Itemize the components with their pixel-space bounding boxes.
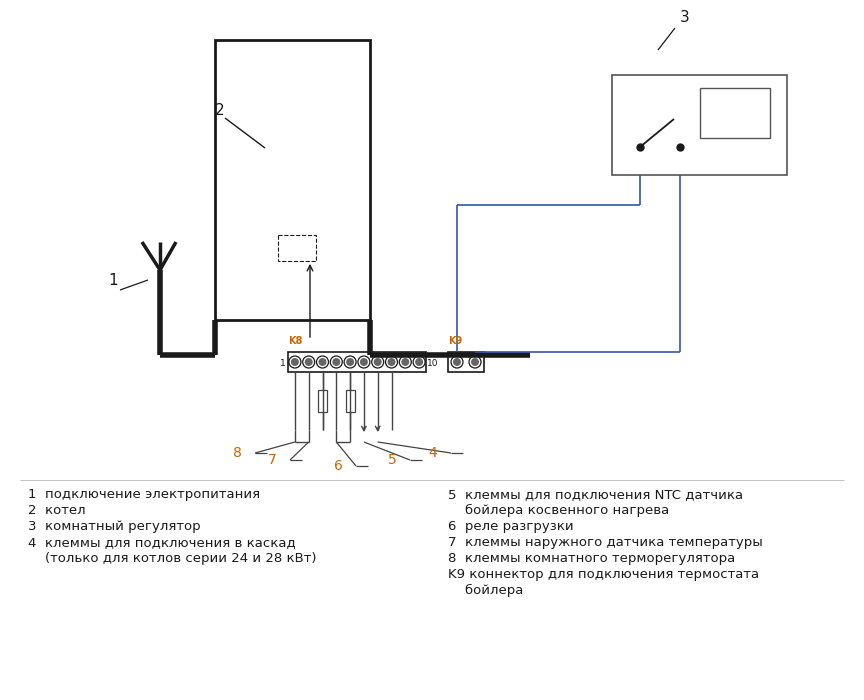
Text: бойлера косвенного нагрева: бойлера косвенного нагрева <box>448 504 670 517</box>
Text: 1  подключение электропитания: 1 подключение электропитания <box>28 488 260 501</box>
Text: 5  клеммы для подключения NTC датчика: 5 клеммы для подключения NTC датчика <box>448 488 743 501</box>
Circle shape <box>305 358 313 366</box>
Circle shape <box>453 358 461 366</box>
Text: 4: 4 <box>429 446 437 460</box>
Text: 10: 10 <box>427 359 439 368</box>
Text: 1: 1 <box>280 359 286 368</box>
Bar <box>288 352 426 372</box>
Circle shape <box>333 358 340 366</box>
Text: K9 коннектор для подключения термостата: K9 коннектор для подключения термостата <box>448 568 759 581</box>
Text: 7: 7 <box>268 453 276 467</box>
Text: 7  клеммы наружного датчика температуры: 7 клеммы наружного датчика температуры <box>448 536 763 549</box>
Text: 3  комнатный регулятор: 3 комнатный регулятор <box>28 520 200 533</box>
Text: (только для котлов серии 24 и 28 кВт): (только для котлов серии 24 и 28 кВт) <box>28 552 316 565</box>
Text: 1: 1 <box>108 273 118 288</box>
Text: K8: K8 <box>288 336 302 346</box>
Circle shape <box>374 358 382 366</box>
Circle shape <box>291 358 299 366</box>
Bar <box>700 88 770 138</box>
Bar <box>318 390 327 412</box>
Circle shape <box>387 358 396 366</box>
Text: 4  клеммы для подключения в каскад: 4 клеммы для подключения в каскад <box>28 536 295 549</box>
Circle shape <box>415 358 423 366</box>
Bar <box>448 352 484 372</box>
Text: 5: 5 <box>388 453 397 467</box>
Text: бойлера: бойлера <box>448 584 524 597</box>
Bar <box>278 235 316 261</box>
Circle shape <box>471 358 479 366</box>
Text: 8: 8 <box>232 446 241 460</box>
Bar <box>346 390 354 412</box>
Text: 2: 2 <box>215 103 225 118</box>
Text: 2  котел: 2 котел <box>28 504 86 517</box>
Text: 3: 3 <box>680 10 689 25</box>
Text: 6: 6 <box>334 459 342 473</box>
Bar <box>215 40 370 320</box>
Circle shape <box>360 358 368 366</box>
Text: 8  клеммы комнатного терморегулятора: 8 клеммы комнатного терморегулятора <box>448 552 735 565</box>
Circle shape <box>346 358 354 366</box>
Circle shape <box>401 358 410 366</box>
Text: 6  реле разгрузки: 6 реле разгрузки <box>448 520 574 533</box>
Circle shape <box>319 358 327 366</box>
Text: K9: K9 <box>448 336 462 346</box>
Bar <box>612 75 787 175</box>
